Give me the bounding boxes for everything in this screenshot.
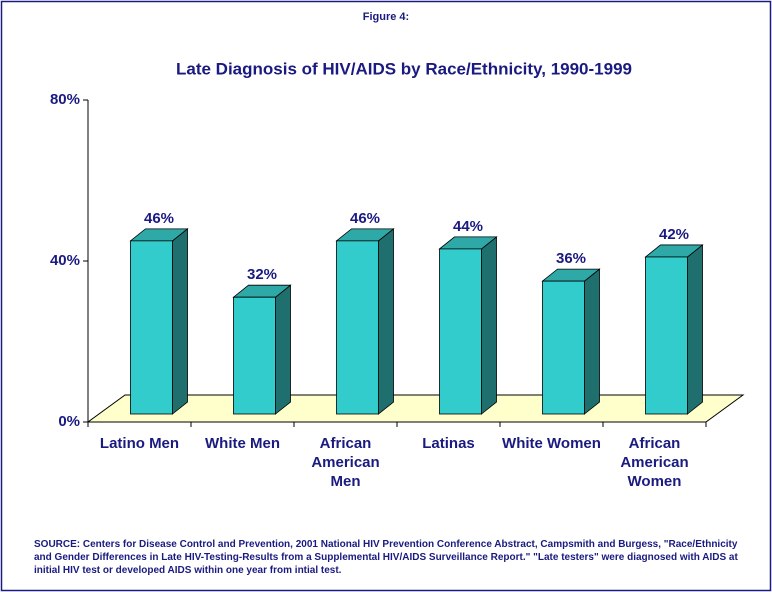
bar-side [481,236,497,415]
bar-side [378,228,394,415]
y-tick-label: 40% [50,252,80,269]
y-tick-label: 0% [58,413,80,430]
source-note: SOURCE: Centers for Disease Control and … [34,539,738,576]
bar [439,248,482,415]
chart-title: Late Diagnosis of HIV/AIDS by Race/Ethni… [176,59,632,78]
bar [542,280,585,415]
y-tick-label: 80% [50,91,80,108]
x-tick-label: Latino Men [99,435,180,452]
value-label: 44% [453,218,483,235]
bar [645,256,688,415]
x-tick-label: Latinas [422,435,475,452]
x-tick-label: White Men [205,435,280,452]
bar-side [275,284,291,415]
value-label: 46% [144,210,174,227]
value-label: 32% [247,266,277,283]
figure-label: Figure 4: [363,11,409,23]
value-label: 46% [350,210,380,227]
bar-side [172,228,188,415]
bar [233,296,276,415]
x-tick-label: White Women [502,435,601,452]
bar-side [584,268,600,415]
x-tick-label: African American Men [311,435,380,490]
bar [336,240,379,415]
bar-side [687,244,703,415]
bar [130,240,173,415]
value-label: 36% [556,250,586,267]
value-label: 42% [659,226,689,243]
x-tick-label: African American Women [620,435,689,490]
